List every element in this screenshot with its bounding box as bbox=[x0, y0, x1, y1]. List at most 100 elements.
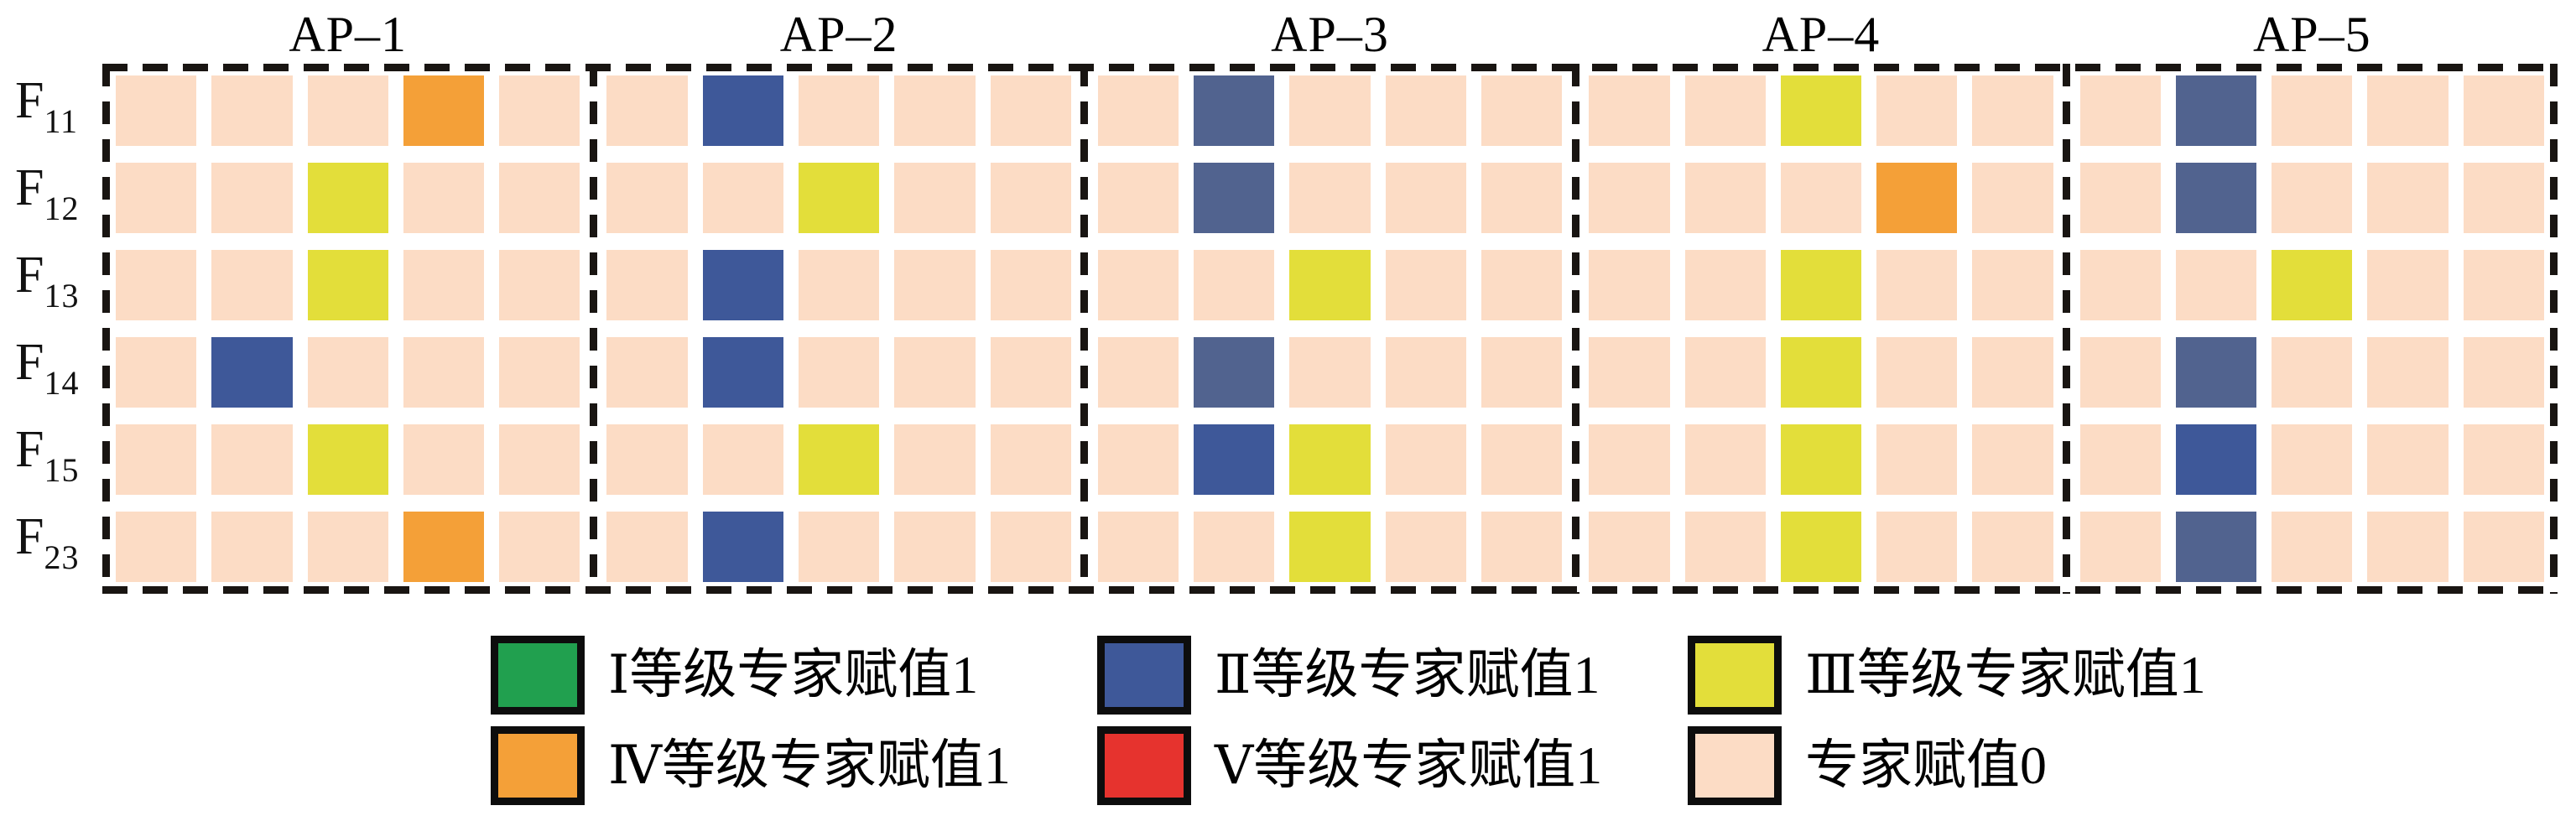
heatmap-cell-ap-5-f13-c2 bbox=[2175, 250, 2257, 320]
heatmap-cell-ap-3-f12-c3 bbox=[1289, 163, 1371, 233]
heatmap-cell-ap-1-f15-c2 bbox=[211, 424, 293, 495]
heatmap-cell-ap-1-f12-c2 bbox=[211, 163, 293, 233]
heatmap-cell-ap-1-f11-c1 bbox=[116, 75, 197, 146]
heatmap-cell-ap-5-f12-c5 bbox=[2463, 163, 2545, 233]
heatmap-cell-ap-2-f14-c2 bbox=[702, 337, 783, 408]
heatmap-cell-ap-5-f14-c1 bbox=[2079, 337, 2161, 408]
row-label-f15: F15 bbox=[15, 414, 102, 506]
heatmap-cell-ap-1-f15-c4 bbox=[403, 424, 485, 495]
heatmap-cell-ap-5-f11-c3 bbox=[2272, 75, 2353, 146]
panel-titles-row: AP–1 AP–2 AP–3 AP–4 AP–5 bbox=[102, 5, 2558, 64]
heatmap-cell-ap-2-f12-c5 bbox=[990, 163, 1071, 233]
heatmap-cell-ap-4-f12-c2 bbox=[1684, 163, 1766, 233]
row-label-f11: F11 bbox=[15, 65, 102, 157]
heatmap-cell-ap-2-f14-c3 bbox=[798, 337, 880, 408]
heatmap-panel-ap-3 bbox=[1085, 64, 1575, 594]
heatmap-cell-ap-3-f13-c5 bbox=[1481, 250, 1563, 320]
heatmap-cell-ap-1-f11-c5 bbox=[499, 75, 580, 146]
legend-label-grade_V: Ⅴ等级专家赋值1 bbox=[1215, 735, 1603, 795]
heatmap-panel-ap-4 bbox=[1575, 64, 2066, 594]
heatmap-cell-ap-3-f23-c3 bbox=[1289, 512, 1371, 582]
board-wrap: F11 F12 F13 F14 F15 F23 bbox=[0, 64, 2576, 594]
legend-item-grade_II: Ⅱ等级专家赋值1 bbox=[1097, 636, 1688, 715]
heatmap-cell-ap-2-f15-c4 bbox=[894, 424, 976, 495]
heatmap-cell-ap-2-f11-c5 bbox=[990, 75, 1071, 146]
heatmap-cell-ap-1-f23-c5 bbox=[499, 512, 580, 582]
heatmap-cell-ap-1-f14-c4 bbox=[403, 337, 485, 408]
heatmap-cell-ap-4-f14-c2 bbox=[1684, 337, 1766, 408]
heatmap-cell-ap-2-f12-c3 bbox=[798, 163, 880, 233]
dashed-separator-2 bbox=[1080, 64, 1089, 594]
heatmap-cell-ap-3-f15-c5 bbox=[1481, 424, 1563, 495]
heatmap-cell-ap-3-f11-c3 bbox=[1289, 75, 1371, 146]
heatmap-cell-ap-5-f23-c4 bbox=[2367, 512, 2449, 582]
legend-item-grade_V: Ⅴ等级专家赋值1 bbox=[1097, 726, 1688, 805]
heatmap-cell-ap-1-f15-c1 bbox=[116, 424, 197, 495]
panel-title-ap-1: AP–1 bbox=[289, 7, 408, 62]
heatmap-cell-ap-5-f15-c5 bbox=[2463, 424, 2545, 495]
heatmap-cell-ap-1-f12-c1 bbox=[116, 163, 197, 233]
heatmap-cell-ap-1-f13-c3 bbox=[307, 250, 388, 320]
heatmap-cell-ap-5-f14-c5 bbox=[2463, 337, 2545, 408]
heatmap-cell-ap-5-f11-c4 bbox=[2367, 75, 2449, 146]
row-label-subscript: 11 bbox=[44, 101, 78, 140]
heatmap-cell-ap-1-f23-c2 bbox=[211, 512, 293, 582]
heatmap-cell-ap-4-f23-c4 bbox=[1876, 512, 1958, 582]
dashed-border-right bbox=[2550, 64, 2558, 594]
dashed-separator-3 bbox=[1571, 64, 1579, 594]
heatmap-cell-ap-4-f23-c3 bbox=[1780, 512, 1862, 582]
heatmap-cell-ap-2-f13-c2 bbox=[702, 250, 783, 320]
heatmap-cell-ap-1-f15-c3 bbox=[307, 424, 388, 495]
heatmap-cell-ap-3-f14-c3 bbox=[1289, 337, 1371, 408]
heatmap-cell-ap-4-f23-c1 bbox=[1589, 512, 1670, 582]
heatmap-cell-ap-2-f15-c2 bbox=[702, 424, 783, 495]
heatmap-cell-ap-3-f11-c5 bbox=[1481, 75, 1563, 146]
legend-item-grade_IV: Ⅳ等级专家赋值1 bbox=[491, 726, 1097, 805]
heatmap-cell-ap-3-f15-c3 bbox=[1289, 424, 1371, 495]
row-label-f13: F13 bbox=[15, 240, 102, 331]
legend-label-grade_III: Ⅲ等级专家赋值1 bbox=[1805, 645, 2206, 704]
row-label-subscript: 15 bbox=[44, 450, 80, 489]
heatmap-cell-ap-1-f12-c3 bbox=[307, 163, 388, 233]
heatmap-cell-ap-5-f15-c4 bbox=[2367, 424, 2449, 495]
heatmap-cell-ap-3-f23-c5 bbox=[1481, 512, 1563, 582]
legend-label-grade_II: Ⅱ等级专家赋值1 bbox=[1215, 645, 1600, 704]
row-label-subscript: 14 bbox=[44, 363, 80, 402]
legend-label-grade_I: Ⅰ等级专家赋值1 bbox=[608, 645, 979, 704]
heatmap-cell-ap-1-f23-c1 bbox=[116, 512, 197, 582]
heatmap-cell-ap-4-f12-c1 bbox=[1589, 163, 1670, 233]
heatmap-cell-ap-4-f15-c3 bbox=[1780, 424, 1862, 495]
legend-item-grade_III: Ⅲ等级专家赋值1 bbox=[1688, 636, 2241, 715]
heatmap-cell-ap-3-f14-c1 bbox=[1097, 337, 1179, 408]
heatmap-cell-ap-4-f11-c2 bbox=[1684, 75, 1766, 146]
heatmap-cell-ap-1-f13-c5 bbox=[499, 250, 580, 320]
heatmap-cell-ap-1-f23-c4 bbox=[403, 512, 485, 582]
heatmap-cell-ap-4-f11-c3 bbox=[1780, 75, 1862, 146]
dashed-border-top bbox=[102, 64, 2558, 71]
heatmap-cell-ap-5-f23-c3 bbox=[2272, 512, 2353, 582]
heatmap-cell-ap-3-f14-c4 bbox=[1385, 337, 1466, 408]
heatmap-cell-ap-3-f14-c2 bbox=[1194, 337, 1275, 408]
heatmap-cell-ap-4-f15-c4 bbox=[1876, 424, 1958, 495]
heatmap-cell-ap-1-f13-c4 bbox=[403, 250, 485, 320]
heatmap-cell-ap-3-f12-c5 bbox=[1481, 163, 1563, 233]
heatmap-panel-ap-1 bbox=[102, 64, 593, 594]
row-label-base: F bbox=[15, 507, 44, 565]
heatmap-cell-ap-2-f12-c2 bbox=[702, 163, 783, 233]
heatmap-cell-ap-2-f13-c4 bbox=[894, 250, 976, 320]
row-label-base: F bbox=[15, 246, 44, 304]
row-labels-column: F11 F12 F13 F14 F15 F23 bbox=[15, 64, 102, 594]
heatmap-cell-ap-5-f15-c1 bbox=[2079, 424, 2161, 495]
heatmap-cell-ap-4-f11-c1 bbox=[1589, 75, 1670, 146]
heatmap-cell-ap-3-f12-c1 bbox=[1097, 163, 1179, 233]
heatmap-cell-ap-2-f15-c1 bbox=[606, 424, 688, 495]
row-label-subscript: 13 bbox=[44, 276, 80, 314]
heatmap-cell-ap-2-f14-c4 bbox=[894, 337, 976, 408]
row-label-base: F bbox=[15, 159, 44, 216]
dashed-separator-1 bbox=[589, 64, 597, 594]
heatmap-cell-ap-1-f11-c4 bbox=[403, 75, 485, 146]
legend-swatch-grade_V bbox=[1097, 726, 1191, 805]
heatmap-cell-ap-4-f14-c5 bbox=[1972, 337, 2053, 408]
heatmap-panel-ap-2 bbox=[593, 64, 1084, 594]
